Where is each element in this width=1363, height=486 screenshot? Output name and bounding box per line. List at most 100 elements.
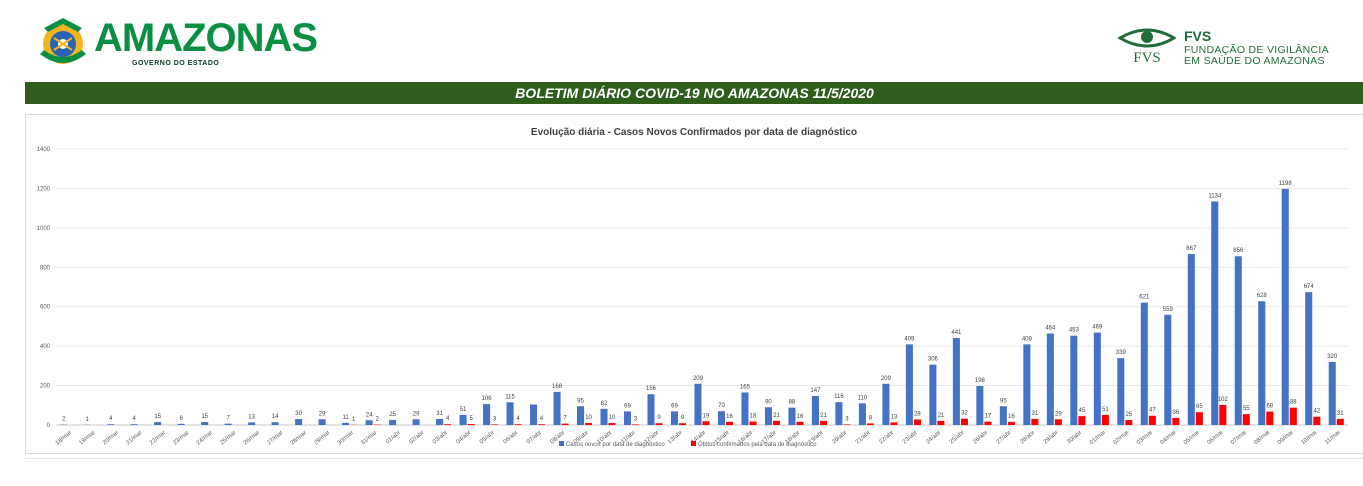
death-data-label: 32 (961, 411, 968, 417)
x-tick-label: 09/mai (1277, 430, 1295, 446)
x-tick-label: 23/mar (172, 430, 190, 447)
case-data-label: 95 (1000, 398, 1007, 404)
death-data-label: 3 (845, 416, 849, 422)
case-data-label: 69 (624, 403, 631, 409)
x-tick-label: 25/mar (219, 430, 237, 447)
case-data-label: 106 (482, 396, 493, 402)
case-bar (694, 383, 702, 425)
death-bar (1007, 421, 1015, 425)
death-bar (890, 422, 898, 425)
case-bar (295, 419, 303, 425)
death-data-label: 31 (1032, 411, 1039, 417)
death-bar (1195, 412, 1203, 425)
x-tick-label: 04/mai (1159, 430, 1177, 446)
chart-panel: Evolução diária - Casos Novos Confirmado… (25, 114, 1363, 454)
death-bar (679, 423, 687, 425)
case-data-label: 339 (1116, 350, 1127, 356)
death-data-label: 17 (985, 414, 992, 420)
case-bar (1187, 254, 1195, 425)
death-bar (1101, 414, 1109, 425)
death-bar (960, 418, 968, 425)
death-data-label: 47 (1149, 408, 1156, 414)
case-data-label: 209 (881, 376, 892, 382)
case-bar (553, 391, 561, 425)
death-data-label: 21 (938, 413, 945, 419)
case-bar (741, 392, 749, 425)
death-bar (467, 424, 475, 425)
legend: Casos novos por data de diagnóstico Óbit… (559, 441, 817, 448)
x-tick-label: 03/mai (1136, 430, 1154, 446)
death-bar (749, 421, 757, 425)
x-tick-label: 02/mai (1112, 430, 1130, 446)
death-bar (1313, 416, 1321, 425)
death-data-label: 8 (869, 415, 873, 421)
y-tick-label: 1400 (37, 147, 51, 153)
case-bar (1046, 333, 1054, 425)
case-data-label: 13 (248, 414, 255, 420)
death-data-label: 4 (540, 416, 544, 422)
death-bar (796, 421, 804, 425)
death-data-label: 10 (609, 415, 616, 421)
case-data-label: 1198 (1279, 181, 1293, 187)
x-tick-label: 30/abr (1066, 430, 1083, 446)
case-data-label: 464 (1045, 326, 1056, 332)
case-data-label: 115 (505, 394, 515, 400)
death-data-label: 29 (1055, 411, 1062, 417)
bulletin-banner: BOLETIM DIÁRIO COVID-19 NO AMAZONAS 11/5… (25, 82, 1363, 104)
death-data-label: 28 (914, 411, 921, 417)
case-data-label: 867 (1186, 246, 1197, 252)
y-tick-label: 400 (40, 344, 51, 350)
case-bar (811, 396, 819, 425)
y-tick-label: 1200 (37, 186, 51, 192)
x-tick-label: 22/mar (149, 430, 167, 447)
legend-label-deaths: Óbitos confirmados pela data de diagnóst… (698, 441, 817, 448)
x-tick-label: 28/abr (1019, 430, 1036, 446)
case-bar (1211, 201, 1219, 425)
fvs-name-line1: FUNDAÇÃO DE VIGILÂNCIA (1184, 44, 1329, 56)
case-bar (1117, 358, 1125, 425)
death-bar (984, 421, 992, 425)
death-bar (1336, 418, 1344, 425)
case-data-label: 469 (1092, 325, 1103, 331)
death-data-label: 10 (585, 415, 592, 421)
gridlines (56, 148, 1348, 426)
y-tick-label: 200 (40, 384, 51, 390)
case-bar (1023, 344, 1031, 425)
eye-icon: FVS (1118, 28, 1176, 64)
death-bar (632, 424, 640, 425)
x-tick-label: 06/abr (502, 430, 519, 446)
case-data-label: 88 (789, 400, 796, 406)
fvs-mark: FVS (1133, 50, 1161, 64)
death-data-label: 19 (703, 413, 710, 419)
case-data-label: 628 (1257, 293, 1268, 299)
death-data-label: 55 (1243, 406, 1250, 412)
death-bar (444, 424, 452, 425)
case-bar (1305, 292, 1313, 425)
x-tick-label: 20/mar (102, 430, 120, 447)
x-tick-label: 26/abr (972, 430, 989, 446)
case-data-label: 25 (389, 412, 396, 418)
death-data-label: 16 (797, 414, 804, 420)
x-tick-label: 01/mai (1089, 430, 1107, 446)
case-bar (1281, 188, 1289, 425)
fvs-logo: FVS FVS FUNDAÇÃO DE VIGILÂNCIA EM SAÚDE … (1118, 24, 1348, 68)
case-bar (835, 402, 843, 425)
case-bar (107, 424, 115, 425)
case-data-label: 674 (1304, 284, 1315, 290)
death-bar (1148, 415, 1156, 425)
x-tick-label: 06/mai (1206, 430, 1224, 446)
case-data-label: 51 (460, 407, 467, 413)
case-bar (177, 423, 185, 425)
death-data-label: 9 (657, 415, 661, 421)
case-data-label: 306 (928, 357, 939, 363)
case-data-label: 116 (834, 394, 844, 400)
case-bar (764, 407, 772, 425)
case-data-label: 24 (366, 412, 373, 418)
case-bar (858, 403, 866, 425)
death-bar (843, 424, 851, 425)
case-bar (271, 422, 279, 425)
death-bar (561, 423, 569, 425)
case-bar (436, 418, 444, 425)
death-data-label: 4 (516, 416, 520, 422)
case-data-label: 95 (577, 398, 584, 404)
